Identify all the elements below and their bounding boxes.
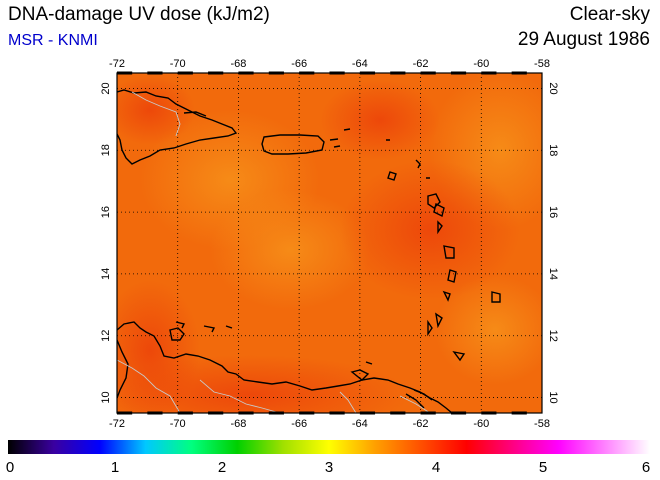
- colorbar-label: 6: [641, 459, 651, 476]
- lon-tick-bottom: -66: [291, 418, 307, 430]
- lon-tick-bottom: -60: [473, 418, 489, 430]
- date-label: 29 August 1986: [517, 29, 650, 50]
- political-borders: [117, 91, 431, 413]
- colorbar-label: 2: [217, 459, 227, 476]
- lon-tick-bottom: -64: [352, 418, 368, 430]
- lon-tick-bottom: -62: [413, 418, 429, 430]
- colorbar-label: 0: [5, 459, 15, 476]
- map-title: DNA-damage UV dose (kJ/m2): [8, 4, 270, 25]
- lat-tick-left: 10: [100, 391, 112, 403]
- colorbar-label: 4: [431, 459, 441, 476]
- axis-scale-bars: [117, 71, 527, 415]
- puerto-rico-coast: [261, 134, 325, 155]
- lon-tick-top: -66: [291, 58, 307, 70]
- uv-field: [117, 73, 542, 413]
- lon-tick-bottom: -72: [109, 418, 125, 430]
- lat-tick-left: 16: [100, 206, 112, 218]
- lat-tick-right: 12: [547, 330, 559, 342]
- lat-tick-left: 14: [100, 268, 112, 280]
- lon-tick-top: -60: [473, 58, 489, 70]
- lat-tick-left: 20: [100, 82, 112, 94]
- lon-tick-bottom: -68: [230, 418, 246, 430]
- sky-condition-label: Clear-sky: [569, 4, 650, 25]
- hispaniola-coast: [117, 89, 238, 165]
- coastlines: [117, 89, 501, 413]
- abc-islands: [175, 321, 233, 333]
- south-america-coast: [117, 321, 453, 413]
- lon-tick-bottom: -58: [534, 418, 550, 430]
- lat-tick-right: 10: [547, 391, 559, 403]
- lon-tick-top: -70: [170, 58, 186, 70]
- colorbar-label: 5: [538, 459, 548, 476]
- colorbar-label: 1: [110, 459, 120, 476]
- lat-tick-right: 16: [547, 206, 559, 218]
- lat-tick-left: 18: [100, 144, 112, 156]
- lon-tick-top: -62: [413, 58, 429, 70]
- lon-tick-bottom: -70: [170, 418, 186, 430]
- lat-tick-right: 14: [547, 268, 559, 280]
- colorbar-label: 3: [324, 459, 334, 476]
- lon-tick-top: -64: [352, 58, 368, 70]
- lat-tick-left: 12: [100, 330, 112, 342]
- lat-tick-right: 20: [547, 82, 559, 94]
- colorbar: [8, 440, 650, 454]
- lat-tick-right: 18: [547, 144, 559, 156]
- source-label: MSR - KNMI: [8, 32, 98, 49]
- lon-tick-top: -58: [534, 58, 550, 70]
- lon-tick-top: -72: [109, 58, 125, 70]
- lon-tick-top: -68: [230, 58, 246, 70]
- lesser-antilles: [386, 139, 501, 362]
